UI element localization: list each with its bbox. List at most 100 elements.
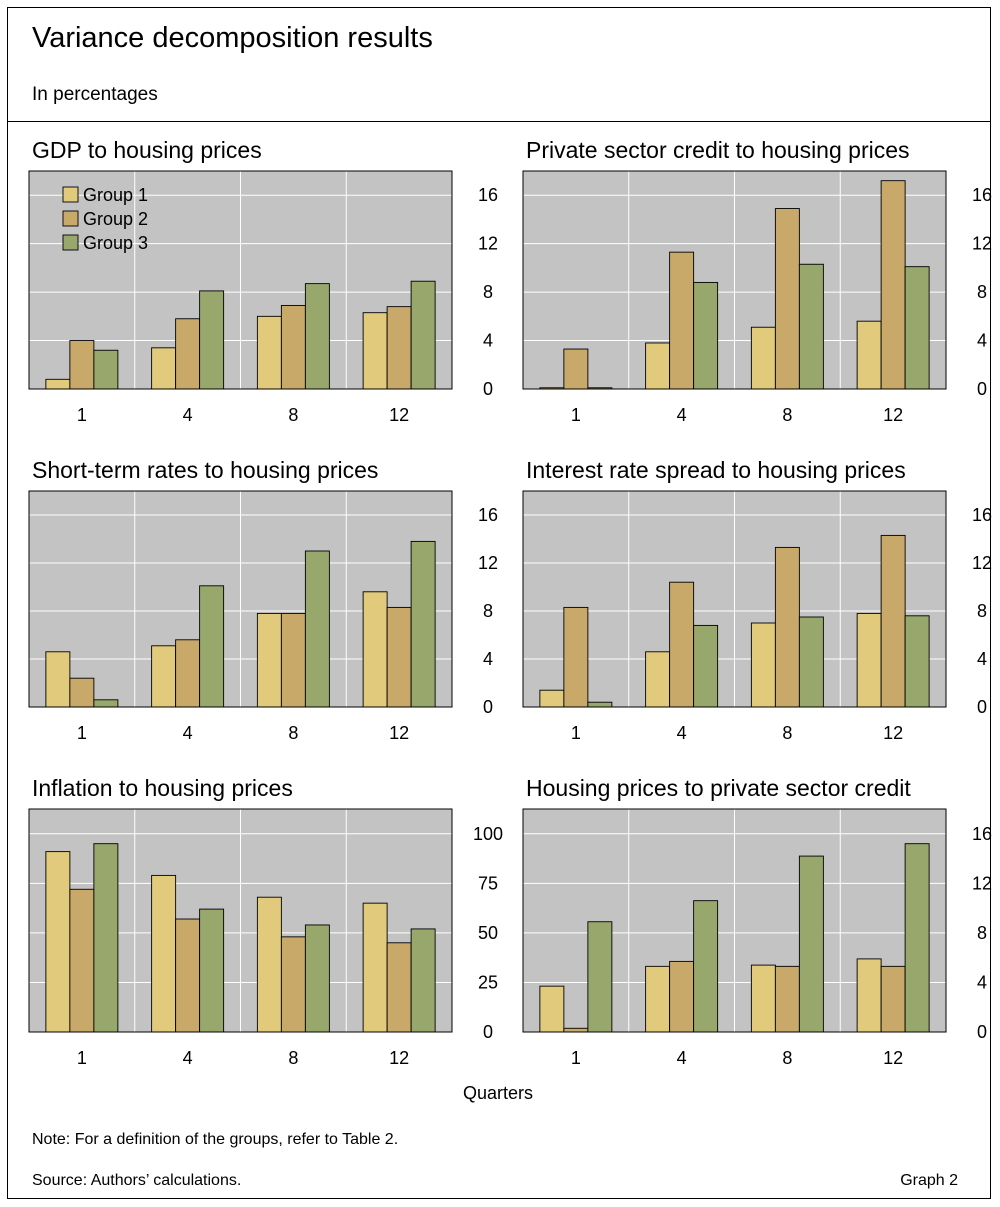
- y-tick-label: 16: [478, 185, 498, 205]
- y-tick-label: 8: [977, 601, 987, 621]
- x-tick-label: 12: [389, 405, 409, 425]
- bar: [904, 615, 930, 708]
- bar: [904, 843, 930, 1033]
- y-tick-label: 0: [977, 379, 987, 399]
- bar: [362, 312, 388, 390]
- bar: [587, 921, 613, 1033]
- y-tick-label: 0: [977, 1022, 987, 1042]
- bar: [645, 342, 671, 390]
- bar: [410, 928, 436, 1033]
- legend-label: Group 3: [83, 233, 148, 253]
- bar: [280, 936, 306, 1033]
- bar: [693, 624, 719, 708]
- bar: [410, 280, 436, 390]
- x-tick-label: 8: [288, 405, 298, 425]
- bar: [175, 918, 201, 1033]
- x-tick-label: 1: [571, 405, 581, 425]
- legend-swatch: [62, 234, 79, 251]
- figure-subtitle: In percentages: [32, 84, 158, 105]
- bar: [151, 347, 177, 390]
- x-tick-label: 8: [288, 723, 298, 743]
- x-tick-label: 8: [782, 405, 792, 425]
- panel-title-short-term-rates: Short-term rates to housing prices: [32, 457, 379, 483]
- panel-title-housing-to-credit: Housing prices to private sector credit: [526, 775, 911, 801]
- bar: [904, 266, 930, 390]
- y-tick-label: 12: [478, 553, 498, 573]
- bar: [256, 315, 282, 390]
- bar: [93, 843, 119, 1033]
- plot-border: [28, 808, 453, 1033]
- x-tick-label: 12: [883, 1048, 903, 1068]
- legend-swatch: [62, 210, 79, 227]
- y-tick-label: 8: [483, 282, 493, 302]
- x-tick-label: 1: [77, 405, 87, 425]
- panel-title-inflation: Inflation to housing prices: [32, 775, 293, 801]
- bar: [199, 290, 225, 390]
- y-tick-label: 0: [977, 697, 987, 717]
- bar: [856, 320, 882, 390]
- x-tick-label: 8: [288, 1048, 298, 1068]
- x-tick-label: 12: [883, 723, 903, 743]
- y-tick-label: 4: [483, 649, 493, 669]
- x-tick-label: 1: [571, 1048, 581, 1068]
- bar: [856, 958, 882, 1033]
- panel-title-private-credit: Private sector credit to housing prices: [526, 137, 910, 163]
- x-tick-label: 4: [677, 1048, 687, 1068]
- bar: [539, 985, 565, 1033]
- bar: [45, 851, 71, 1033]
- graph-number: Graph 2: [900, 1172, 958, 1189]
- y-tick-label: 75: [478, 873, 498, 893]
- bar: [645, 651, 671, 708]
- plot-border: [28, 490, 453, 708]
- panel-title-gdp: GDP to housing prices: [32, 137, 262, 163]
- y-tick-label: 0: [483, 1022, 493, 1042]
- bar: [69, 340, 95, 390]
- bar: [362, 591, 388, 708]
- x-tick-label: 4: [677, 405, 687, 425]
- bar: [693, 900, 719, 1033]
- source-note: Source: Authors’ calculations.: [32, 1172, 242, 1189]
- bar: [304, 924, 330, 1033]
- legend-swatch: [62, 186, 79, 203]
- bar: [304, 550, 330, 708]
- y-tick-label: 0: [483, 379, 493, 399]
- bar: [386, 306, 412, 390]
- y-tick-label: 100: [473, 824, 503, 844]
- y-tick-label: 8: [977, 282, 987, 302]
- bar: [386, 942, 412, 1033]
- y-tick-label: 4: [483, 331, 493, 351]
- plot-border: [522, 808, 947, 1033]
- bar: [563, 1027, 589, 1033]
- y-tick-label: 8: [483, 601, 493, 621]
- bar: [386, 606, 412, 708]
- bar: [750, 622, 776, 708]
- x-tick-label: 1: [571, 723, 581, 743]
- bar: [645, 965, 671, 1033]
- plot-border: [522, 490, 947, 708]
- bar: [304, 283, 330, 390]
- bar: [563, 348, 589, 390]
- footnote: Note: For a definition of the groups, re…: [32, 1131, 399, 1148]
- y-tick-label: 25: [478, 972, 498, 992]
- bar: [798, 616, 824, 708]
- bar: [45, 651, 71, 708]
- x-tick-label: 12: [389, 723, 409, 743]
- figure-title: Variance decomposition results: [32, 22, 433, 54]
- y-tick-label: 12: [478, 234, 498, 254]
- y-tick-label: 16: [478, 505, 498, 525]
- y-tick-label: 12: [972, 553, 992, 573]
- panel-title-interest-spread: Interest rate spread to housing prices: [526, 457, 906, 483]
- x-tick-label: 12: [389, 1048, 409, 1068]
- bar: [774, 965, 800, 1033]
- x-tick-label: 1: [77, 1048, 87, 1068]
- x-tick-label: 4: [183, 405, 193, 425]
- x-tick-label: 4: [677, 723, 687, 743]
- x-tick-label: 4: [183, 1048, 193, 1068]
- y-tick-label: 0: [483, 697, 493, 717]
- figure-frame: [7, 7, 991, 1199]
- bar: [880, 965, 906, 1033]
